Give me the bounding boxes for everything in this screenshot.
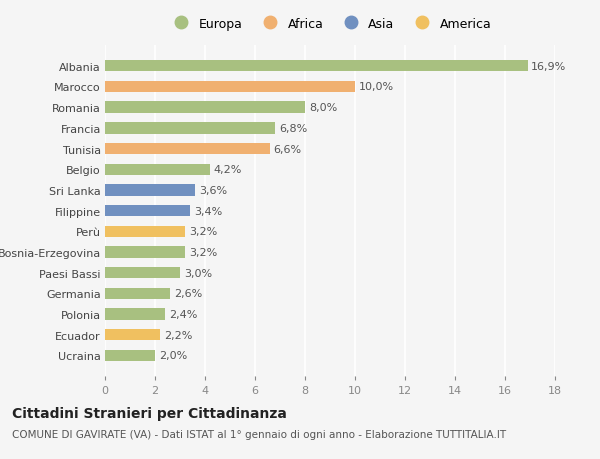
Bar <box>105 206 190 217</box>
Text: 8,0%: 8,0% <box>309 103 337 113</box>
Text: 3,0%: 3,0% <box>184 268 212 278</box>
Bar <box>105 123 275 134</box>
Legend: Europa, Africa, Asia, America: Europa, Africa, Asia, America <box>166 15 494 33</box>
Bar <box>105 185 195 196</box>
Text: 16,9%: 16,9% <box>531 62 566 72</box>
Text: 6,8%: 6,8% <box>279 123 307 134</box>
Text: COMUNE DI GAVIRATE (VA) - Dati ISTAT al 1° gennaio di ogni anno - Elaborazione T: COMUNE DI GAVIRATE (VA) - Dati ISTAT al … <box>12 429 506 439</box>
Bar <box>105 102 305 113</box>
Bar <box>105 226 185 237</box>
Text: 2,0%: 2,0% <box>159 351 187 361</box>
Bar <box>105 247 185 258</box>
Text: 2,4%: 2,4% <box>169 309 197 319</box>
Bar <box>105 164 210 175</box>
Bar <box>105 309 165 320</box>
Text: 4,2%: 4,2% <box>214 165 242 175</box>
Bar <box>105 82 355 93</box>
Text: 10,0%: 10,0% <box>359 82 394 92</box>
Bar <box>105 61 527 72</box>
Text: 3,6%: 3,6% <box>199 185 227 196</box>
Text: 3,2%: 3,2% <box>189 227 217 237</box>
Bar <box>105 144 270 155</box>
Text: Cittadini Stranieri per Cittadinanza: Cittadini Stranieri per Cittadinanza <box>12 406 287 420</box>
Bar <box>105 330 160 341</box>
Text: 2,2%: 2,2% <box>164 330 192 340</box>
Bar <box>105 268 180 279</box>
Bar <box>105 350 155 361</box>
Text: 3,2%: 3,2% <box>189 247 217 257</box>
Text: 6,6%: 6,6% <box>274 144 302 154</box>
Text: 3,4%: 3,4% <box>194 206 222 216</box>
Text: 2,6%: 2,6% <box>174 289 202 299</box>
Bar <box>105 288 170 299</box>
